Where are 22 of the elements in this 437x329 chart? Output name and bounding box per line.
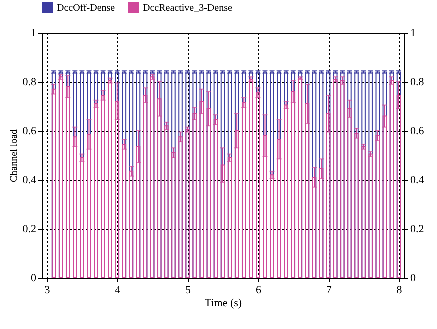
x-tick-label: 7: [326, 284, 332, 296]
y-axis-title: Channel load: [8, 129, 20, 183]
y2-tick-label: 0.4: [410, 174, 425, 186]
y-tick-label: 0.2: [22, 224, 36, 236]
y2-tick-label: 1: [410, 28, 416, 40]
y-tick-label: 0: [31, 272, 37, 284]
y-tick-label: 0.6: [22, 126, 37, 138]
legend-label: DccOff-Dense: [57, 2, 116, 14]
y2-tick-label: 0.8: [410, 76, 425, 88]
y-tick-label: 0.4: [22, 174, 37, 186]
x-axis-title: Time (s): [204, 298, 242, 310]
y2-tick-label: 0.6: [410, 126, 425, 138]
x-tick-label: 8: [396, 284, 403, 296]
legend-label: DccReactive_3-Dense: [143, 2, 233, 14]
y-tick-label: 1: [31, 28, 36, 40]
x-tick-label: 5: [186, 284, 192, 296]
y-tick-label: 0.8: [22, 76, 37, 88]
x-tick-label: 6: [256, 284, 262, 296]
x-tick-label: 4: [115, 284, 122, 296]
y2-tick-label: 0: [410, 272, 416, 284]
y2-tick-label: 0.2: [410, 224, 424, 236]
x-tick-label: 3: [44, 284, 51, 296]
